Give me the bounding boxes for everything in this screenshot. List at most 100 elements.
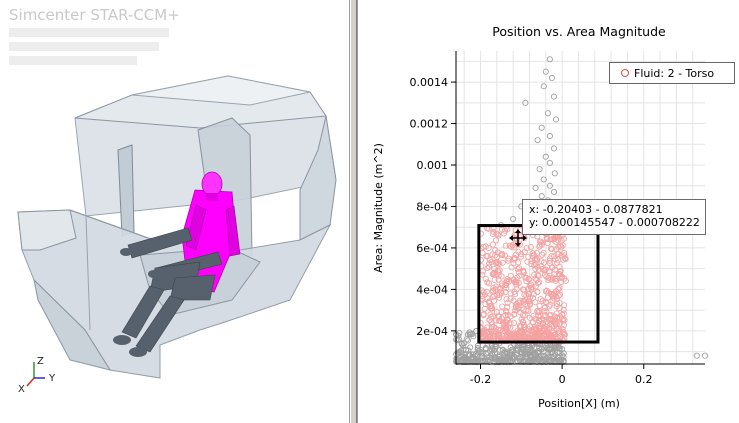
- selected-point: [510, 244, 518, 251]
- pane-splitter[interactable]: [350, 0, 357, 423]
- grey-point: [504, 353, 512, 360]
- selected-point: [543, 318, 550, 325]
- legend-label: Fluid: 2 - Torso: [634, 67, 715, 80]
- selected-point: [558, 243, 565, 250]
- selected-point: [556, 242, 564, 249]
- x-axis-label: Position[X] (m): [538, 397, 620, 410]
- grey-point: [456, 329, 463, 337]
- selected-point: [491, 265, 498, 272]
- grey-point: [528, 356, 535, 363]
- grey-point: [474, 358, 481, 365]
- selected-point: [489, 241, 496, 248]
- selected-point: [558, 273, 566, 280]
- grey-point: [458, 341, 466, 348]
- data-point: [538, 193, 545, 200]
- selected-point: [551, 271, 558, 278]
- selected-point: [534, 288, 541, 295]
- selected-point: [485, 263, 493, 270]
- grey-point: [472, 350, 480, 357]
- selected-point: [512, 304, 520, 311]
- grey-point: [512, 347, 519, 354]
- grey-point: [470, 333, 477, 340]
- scatter-plot[interactable]: Position vs. Area Magnitude -0.2 0 0.2 2e-0…: [358, 0, 739, 423]
- selected-point: [552, 238, 559, 245]
- selected-point-cloud: [477, 222, 569, 345]
- data-point: [544, 110, 551, 117]
- selected-point: [493, 317, 500, 324]
- grey-point: [478, 350, 485, 357]
- selected-point: [525, 275, 532, 283]
- selected-point: [540, 259, 548, 266]
- y-tick-label: 2e-04: [416, 325, 448, 338]
- selected-point: [503, 308, 510, 315]
- geometry-scene[interactable]: Z Y X: [0, 0, 349, 423]
- scene-view[interactable]: Simcenter STAR-CCM+: [0, 0, 350, 423]
- selected-point: [556, 305, 563, 312]
- mannequin: [113, 171, 241, 357]
- grey-point: [460, 355, 467, 362]
- selected-point: [495, 272, 502, 279]
- grey-point: [543, 354, 550, 361]
- selected-point: [561, 331, 569, 338]
- selected-point: [520, 268, 527, 275]
- selected-point: [512, 255, 519, 262]
- selected-point: [490, 333, 497, 340]
- grey-point: [466, 329, 473, 336]
- y-tick-label: 0.0012: [410, 118, 449, 131]
- lower-panel: [33, 278, 112, 371]
- x-tick-label: 0.2: [635, 373, 653, 386]
- data-point: [548, 74, 555, 81]
- data-point: [546, 159, 553, 166]
- selected-point: [529, 294, 537, 302]
- app-brand: Simcenter STAR-CCM+: [9, 6, 180, 24]
- selected-point: [495, 276, 502, 283]
- plot-view[interactable]: Position vs. Area Magnitude -0.2 0 0.2 2e-0…: [357, 0, 739, 423]
- selected-point: [538, 241, 545, 248]
- selected-point: [503, 296, 510, 303]
- selected-point: [481, 291, 488, 298]
- selected-point: [542, 319, 549, 326]
- data-point: [540, 176, 547, 183]
- selected-point: [547, 334, 554, 341]
- selected-point: [540, 249, 547, 256]
- selected-point: [536, 324, 543, 331]
- chart-legend[interactable]: Fluid: 2 - Torso: [609, 62, 735, 84]
- selected-point: [529, 250, 537, 257]
- selected-point: [555, 243, 562, 251]
- selected-point: [500, 324, 507, 331]
- selected-point: [529, 319, 536, 326]
- selected-point: [533, 255, 540, 262]
- selected-point: [550, 293, 557, 300]
- grey-point: [460, 342, 467, 349]
- tooltip-x-range: x: -0.20403 - 0.0877821: [529, 203, 663, 216]
- selected-point: [555, 257, 562, 264]
- selected-point: [547, 301, 554, 308]
- y-tick-label: 0.001: [417, 159, 449, 172]
- selected-point: [484, 265, 491, 272]
- selected-point: [515, 259, 522, 266]
- selected-point: [504, 304, 511, 311]
- selected-point: [562, 256, 569, 263]
- chart-title: Position vs. Area Magnitude: [492, 24, 666, 39]
- selected-point: [486, 256, 493, 264]
- grey-point: [492, 345, 499, 352]
- axes: [451, 51, 705, 369]
- faded-text-line: [9, 28, 169, 37]
- selected-point: [526, 314, 533, 321]
- data-point: [534, 137, 541, 144]
- grey-point: [463, 358, 470, 365]
- selected-point: [496, 333, 503, 340]
- grey-point: [491, 350, 499, 357]
- selected-point: [536, 302, 543, 309]
- selected-point: [508, 243, 515, 250]
- selected-point: [497, 288, 505, 295]
- grey-point: [531, 344, 538, 351]
- selected-point: [496, 294, 503, 301]
- selected-point: [536, 325, 543, 333]
- y-tick-label: 8e-04: [416, 200, 448, 213]
- y-axis-label: Area: Magnitude (m^2): [372, 143, 385, 273]
- selected-point: [542, 288, 549, 295]
- mannequin-head: [201, 171, 223, 197]
- data-point: [536, 166, 543, 173]
- front-panel: [17, 209, 77, 251]
